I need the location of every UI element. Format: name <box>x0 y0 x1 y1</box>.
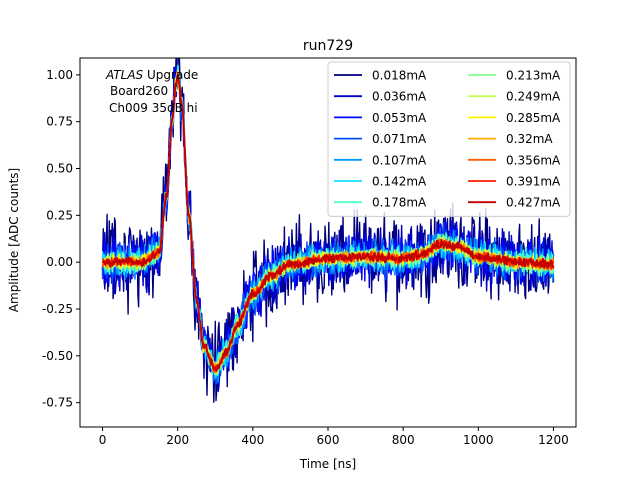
annotation-atlas: ATLAS <box>105 68 144 82</box>
annotation-line-2: Board260 <box>110 84 168 98</box>
y-tick-label: 0.25 <box>46 208 73 222</box>
series-line-0.427mA <box>101 73 555 372</box>
legend-label-0.071mA: 0.071mA <box>372 132 427 146</box>
x-tick-label: 1000 <box>463 433 494 447</box>
legend-label-0.285mA: 0.285mA <box>506 111 561 125</box>
legend-label-0.356mA: 0.356mA <box>506 153 561 167</box>
legend-label-0.107mA: 0.107mA <box>372 153 427 167</box>
legend-label-0.213mA: 0.213mA <box>506 69 561 83</box>
chart-title: run729 <box>303 38 353 54</box>
y-tick-label: 0.75 <box>46 115 73 129</box>
series-layer <box>101 58 555 403</box>
annotation-upgrade: Upgrade <box>143 68 198 82</box>
legend-label-0.053mA: 0.053mA <box>372 111 427 125</box>
y-tick-label: -0.75 <box>42 396 73 410</box>
y-tick-label: -0.50 <box>42 349 73 363</box>
y-tick-label: 0.50 <box>46 162 73 176</box>
legend-label-0.018mA: 0.018mA <box>372 69 427 83</box>
legend-label-0.249mA: 0.249mA <box>506 90 561 104</box>
x-axis-label: Time [ns] <box>299 457 356 471</box>
y-axis-label: Amplitude [ADC counts] <box>7 168 21 312</box>
legend-label-0.427mA: 0.427mA <box>506 196 561 210</box>
y-tick-label: 1.00 <box>46 68 73 82</box>
legend-label-0.178mA: 0.178mA <box>372 196 427 210</box>
legend-label-0.391mA: 0.391mA <box>506 175 561 189</box>
legend-label-0.036mA: 0.036mA <box>372 90 427 104</box>
y-tick-label: -0.25 <box>42 302 73 316</box>
x-tick-label: 1200 <box>538 433 569 447</box>
legend-frame <box>327 61 571 217</box>
x-tick-label: 600 <box>317 433 340 447</box>
x-tick-label: 400 <box>241 433 264 447</box>
series-line-0.356mA <box>101 71 555 373</box>
x-tick-label: 200 <box>166 433 189 447</box>
annotation-line-1: ATLAS Upgrade <box>105 68 198 82</box>
annotation-text: ATLAS Upgrade Board260 Ch009 35dB hi <box>105 68 198 115</box>
legend: 0.018mA 0.036mA 0.053mA 0.071mA 0.107mA 0.142… <box>327 61 571 217</box>
x-tick-label: 0 <box>99 433 107 447</box>
y-tick-label: 0.00 <box>46 255 73 269</box>
annotation-line-3: Ch009 35dB hi <box>109 101 198 115</box>
x-tick-label: 800 <box>392 433 415 447</box>
axes: 0 200 400 600 800 1000 1200 -0.75 -0.50 -0.25 0.00… <box>42 57 577 447</box>
legend-label-0.142mA: 0.142mA <box>372 175 427 189</box>
legend-label-0.32mA: 0.32mA <box>506 132 553 146</box>
